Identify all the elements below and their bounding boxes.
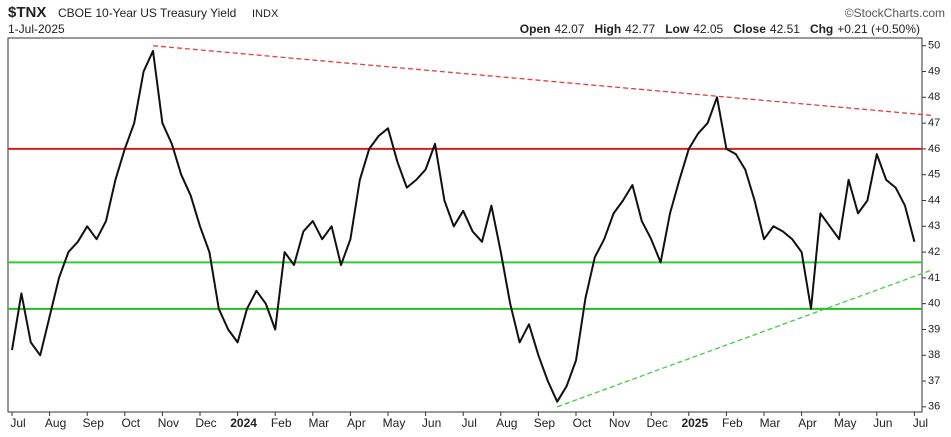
x-tick-label: Dec <box>195 416 216 430</box>
x-tick-label: Oct <box>121 416 140 430</box>
x-tick-label: Jul <box>10 416 25 430</box>
x-tick-label: Nov <box>158 416 179 430</box>
x-tick-label: Sep <box>534 416 556 430</box>
quote-label: Open <box>520 22 551 36</box>
x-tick-label: Jul <box>913 416 928 430</box>
y-tick-label: 38 <box>928 349 940 361</box>
source: ©StockCharts.com <box>845 6 945 20</box>
quote-label: Close <box>733 22 766 36</box>
x-tick-label: Apr <box>347 416 366 430</box>
quote-value: 42.07 <box>554 22 584 36</box>
y-tick-label: 42 <box>928 246 940 258</box>
exchange: INDX <box>252 8 279 20</box>
y-tick-label: 47 <box>928 117 940 129</box>
x-tick-label: May <box>834 416 857 430</box>
x-tick-label: Dec <box>647 416 668 430</box>
x-tick-label: Mar <box>308 416 329 430</box>
x-tick-label: Aug <box>45 416 66 430</box>
x-tick-label: Aug <box>496 416 517 430</box>
y-tick-label: 39 <box>928 323 940 335</box>
x-tick-label: May <box>383 416 406 430</box>
quote-label: Low <box>665 22 690 36</box>
y-tick-label: 49 <box>928 65 940 77</box>
y-tick-label: 43 <box>928 220 940 232</box>
y-tick-label: 46 <box>928 143 940 155</box>
x-tick-label: Jul <box>462 416 477 430</box>
quote-value: 42.51 <box>770 22 800 36</box>
y-tick-label: 41 <box>928 272 940 284</box>
date: 1-Jul-2025 <box>8 22 65 36</box>
y-tick-label: 44 <box>928 194 940 206</box>
y-tick-label: 50 <box>928 40 940 52</box>
x-tick-label: Feb <box>722 416 743 430</box>
x-tick-label: Feb <box>271 416 292 430</box>
price-line <box>11 49 916 403</box>
y-tick-label: 36 <box>928 401 940 413</box>
x-tick-label: Jun <box>873 416 892 430</box>
y-tick-label: 37 <box>928 375 940 387</box>
y-tick-label: 48 <box>928 91 940 103</box>
symbol: $TNX <box>8 4 46 21</box>
x-tick-label: Apr <box>798 416 817 430</box>
x-tick-label: 2025 <box>681 416 708 430</box>
x-tick-label: Jun <box>422 416 441 430</box>
quote-value: 42.77 <box>625 22 655 36</box>
x-tick-label: Mar <box>760 416 781 430</box>
y-tick-label: 40 <box>928 298 940 310</box>
trend-line <box>556 269 932 408</box>
x-tick-label: Oct <box>573 416 592 430</box>
quote-label: High <box>594 22 621 36</box>
trend-line <box>152 45 932 117</box>
security-name: CBOE 10-Year US Treasury Yield <box>58 6 236 20</box>
quote-value: +0.21 (+0.50%) <box>837 22 920 36</box>
quote-label: Chg <box>810 22 833 36</box>
x-tick-label: 2024 <box>230 416 257 430</box>
plot-frame <box>7 37 923 413</box>
x-tick-label: Sep <box>83 416 105 430</box>
x-tick-label: Nov <box>609 416 630 430</box>
y-tick-label: 45 <box>928 169 940 181</box>
quote-value: 42.05 <box>693 22 723 36</box>
